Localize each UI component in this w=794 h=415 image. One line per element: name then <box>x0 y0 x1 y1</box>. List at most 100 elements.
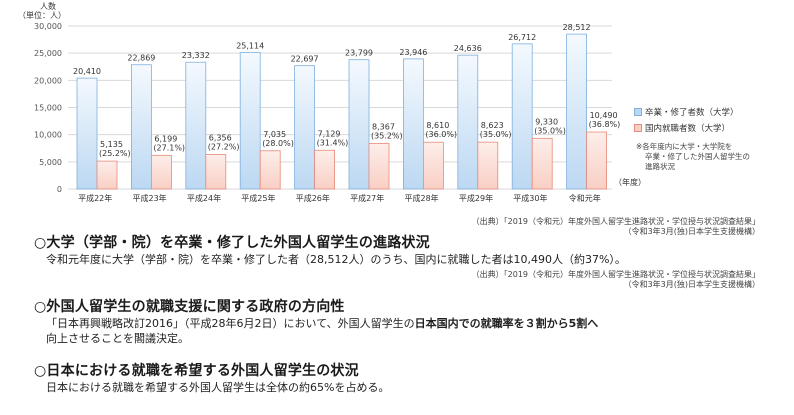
bar-employed <box>422 141 444 190</box>
bar-graduates <box>348 59 370 190</box>
y-tick-label: 30,000 <box>34 22 62 31</box>
bar-employed <box>96 160 118 190</box>
data-label-employed-pct: (35.0%) <box>534 126 566 135</box>
source-line: （令和3年3月(独)日本学生支援機構） <box>623 280 760 289</box>
data-label-employed-pct: (27.2%) <box>208 142 240 151</box>
data-label-graduates: 23,946 <box>399 48 427 57</box>
chart-note-line: ※各年度内に大学・大学院を <box>636 142 733 151</box>
x-tick-label: 平成28年 <box>405 193 439 203</box>
y-tick-label: 25,000 <box>34 49 62 58</box>
section-body: 「日本再興戦略改訂2016」（平成28年6月2日）において、外国人留学生の日本国… <box>46 316 598 331</box>
bar-employed <box>586 131 607 190</box>
bar-graduates <box>185 61 207 190</box>
section-body-text: 「日本再興戦略改訂2016」（平成28年6月2日）において、外国人留学生の <box>46 317 415 330</box>
data-label-graduates: 22,697 <box>291 55 319 64</box>
legend-item-graduates: 卒業・修了者数（大学） <box>634 104 739 120</box>
data-label-employed-pct: (36.0%) <box>425 130 457 139</box>
y-tick-label: 0 <box>57 185 62 194</box>
section-title: ○日本における就職を希望する外国人留学生の状況 <box>34 363 359 379</box>
data-label-graduates: 22,869 <box>127 54 155 63</box>
data-label-graduates: 23,799 <box>345 49 373 58</box>
data-label-employed-pct: (36.8%) <box>589 120 621 129</box>
bar-employed <box>477 141 499 190</box>
data-label-employed: 7,129 <box>318 129 341 138</box>
data-label-employed-pct: (31.4%) <box>317 138 349 147</box>
source-citation-1: （出典）「2019（令和元）年度外国人留学生進路状況・学位授与状況調査結果」 （… <box>472 217 760 237</box>
bar-graduates <box>239 52 261 190</box>
data-label-employed-pct: (27.1%) <box>153 143 185 152</box>
x-tick-label: 平成29年 <box>459 193 493 203</box>
data-label-employed: 6,199 <box>154 134 177 143</box>
bar-graduates <box>130 64 152 190</box>
data-label-employed-pct: (35.0%) <box>480 130 512 139</box>
source-line: （令和3年3月(独)日本学生支援機構） <box>623 227 760 236</box>
data-label-graduates: 24,636 <box>454 44 482 53</box>
bar-employed <box>150 154 172 190</box>
bars: 20,410 5,135(25.2%) 22,869 6,199(27.1%) 23,3… <box>73 23 621 190</box>
section-title: ○大学（学部・院）を卒業・修了した外国人留学生の進路状況 <box>34 235 430 251</box>
data-label-employed: 10,490 <box>590 111 618 120</box>
chart-legend: 卒業・修了者数（大学） 国内就職者数（大学） <box>634 104 739 136</box>
bar-employed <box>531 137 553 190</box>
data-label-employed: 7,035 <box>263 130 286 139</box>
section-title: ○外国人留学生の就職支援に関する政府の方向性 <box>34 299 345 315</box>
data-label-employed-pct: (25.2%) <box>99 149 131 158</box>
data-label-employed: 8,623 <box>481 121 504 130</box>
bar-graduates <box>294 65 316 190</box>
section-body: 令和元年度に大学（学部・院）を卒業・修了した者（28,512人）のうち、国内に就… <box>46 253 626 266</box>
legend-swatch-graduates <box>634 108 642 116</box>
x-tick-label: 平成23年 <box>133 193 167 203</box>
section-career-status: ○大学（学部・院）を卒業・修了した外国人留学生の進路状況 令和元年度に大学（学部… <box>34 232 626 267</box>
data-label-employed-pct: (35.2%) <box>371 132 403 141</box>
chart-note-line: 進路状況 <box>645 162 675 171</box>
x-axis-label: （年度） <box>614 177 646 187</box>
chart-note: ※各年度内に大学・大学院を 卒業・修了した外国人留学生の 進路状況 <box>636 142 750 172</box>
data-label-employed: 8,367 <box>372 123 395 132</box>
data-label-employed: 8,610 <box>426 121 449 130</box>
y-tick-label: 5,000 <box>39 158 62 167</box>
x-tick-label: 平成22年 <box>78 193 112 203</box>
x-axis-ticks: 平成22年 平成23年 平成24年 平成25年 平成26年 平成27年 平成28年 平成29年… <box>78 193 601 203</box>
legend-label-graduates: 卒業・修了者数（大学） <box>645 108 739 118</box>
source-citation-2: （出典）「2019（令和元）年度外国人留学生進路状況・学位授与状況調査結果」 （… <box>472 270 760 290</box>
bar-graduates <box>76 77 98 190</box>
bar-employed <box>368 143 390 190</box>
data-label-employed-pct: (28.0%) <box>262 139 294 148</box>
section-body: 日本における就職を希望する外国人留学生は全体の約65%を占める。 <box>46 381 390 394</box>
bar-graduates <box>402 58 424 190</box>
data-label-graduates: 23,332 <box>182 51 210 60</box>
x-tick-label: 平成24年 <box>187 193 221 203</box>
section-body-emphasis: 日本国内での就職率を３割から5割へ <box>414 317 599 330</box>
section-body: 向上させることを閣議決定。 <box>46 332 189 345</box>
y-tick-label: 10,000 <box>34 131 62 140</box>
legend-swatch-employed <box>634 124 642 132</box>
bar-employed <box>314 149 336 190</box>
y-axis-ticks: 0 5,000 10,000 15,000 20,000 25,000 30,000 <box>34 22 62 194</box>
data-label-employed: 9,330 <box>535 117 558 126</box>
x-tick-label: 平成26年 <box>296 193 330 203</box>
y-tick-label: 15,000 <box>34 104 62 113</box>
chart-note-line: 卒業・修了した外国人留学生の <box>645 152 750 161</box>
y-tick-label: 20,000 <box>34 76 62 85</box>
data-label-employed: 6,356 <box>209 133 232 142</box>
x-tick-label: 令和元年 <box>569 193 601 203</box>
bar-chart: 0 5,000 10,000 15,000 20,000 25,000 30,000 20,… <box>18 1 646 203</box>
section-employment-hope: ○日本における就職を希望する外国人留学生の状況 日本における就職を希望する外国人… <box>34 360 389 395</box>
bar-graduates <box>457 54 479 190</box>
y-axis-unit-sub-label: （単位：人） <box>18 10 66 20</box>
bar-employed <box>205 154 227 190</box>
data-label-graduates: 28,512 <box>563 23 591 32</box>
legend-item-employed: 国内就職者数（大学） <box>634 120 739 136</box>
x-tick-label: 平成30年 <box>513 193 547 203</box>
data-label-graduates: 26,712 <box>508 33 536 42</box>
x-tick-label: 平成25年 <box>241 193 275 203</box>
bar-employed <box>259 150 281 190</box>
legend-label-employed: 国内就職者数（大学） <box>645 124 731 134</box>
data-label-graduates: 25,114 <box>236 42 264 51</box>
x-tick-label: 平成27年 <box>350 193 384 203</box>
bar-graduates <box>566 33 587 190</box>
y-axis-unit-label: 人数 <box>40 1 56 11</box>
bar-graduates <box>511 43 533 190</box>
data-label-graduates: 20,410 <box>73 67 101 76</box>
source-line: （出典）「2019（令和元）年度外国人留学生進路状況・学位授与状況調査結果」 <box>471 217 760 226</box>
